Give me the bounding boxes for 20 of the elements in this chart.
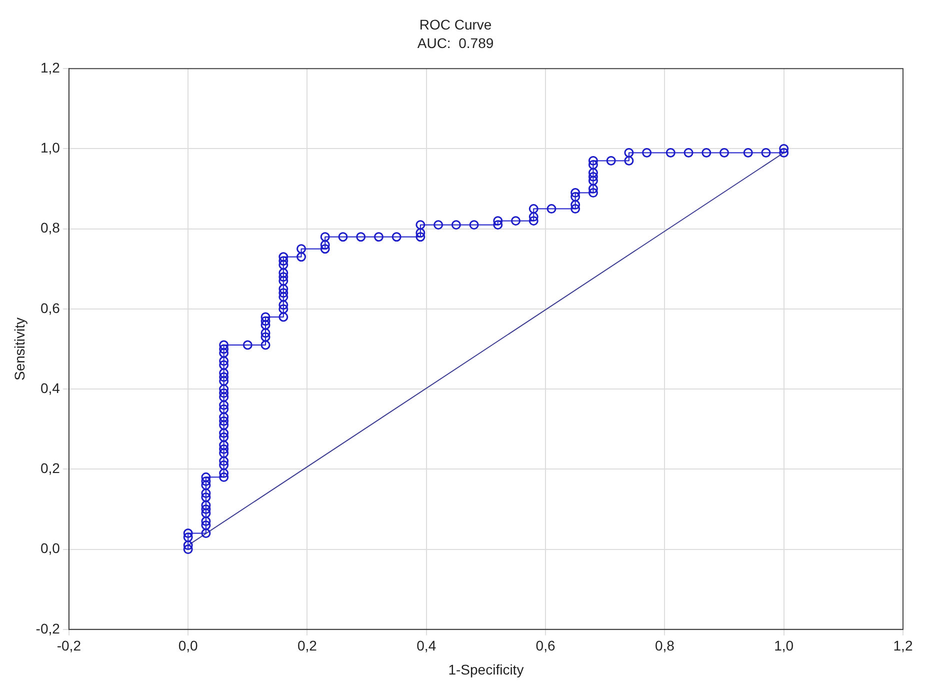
y-tick-label: 1,2 — [40, 59, 60, 76]
y-axis-title: Sensitivity — [11, 317, 28, 381]
x-tick-label: -0,2 — [56, 638, 82, 654]
x-tick-label: 1,2 — [893, 638, 913, 654]
x-tick-label: 0,4 — [416, 638, 436, 654]
y-tick-label: 0,8 — [40, 220, 60, 236]
chart-title: ROC Curve — [419, 16, 492, 32]
x-axis-title: 1-Specificity — [448, 661, 524, 678]
y-tick-label: 0,6 — [40, 300, 60, 316]
chart-subtitle: AUC: 0.789 — [417, 35, 494, 52]
y-tick-label: -0,2 — [36, 620, 60, 636]
y-tick-label: 0,4 — [40, 380, 60, 396]
y-tick-label: 1,0 — [40, 140, 60, 156]
x-tick-label: 0,0 — [178, 638, 198, 654]
y-tick-label: 0,0 — [40, 540, 60, 556]
x-tick-label: 0,2 — [297, 638, 318, 654]
y-tick-label: 0,2 — [40, 460, 60, 476]
x-tick-label: 1,0 — [774, 638, 794, 654]
x-tick-label: 0,6 — [536, 638, 556, 654]
x-tick-label: 0,8 — [654, 638, 675, 654]
